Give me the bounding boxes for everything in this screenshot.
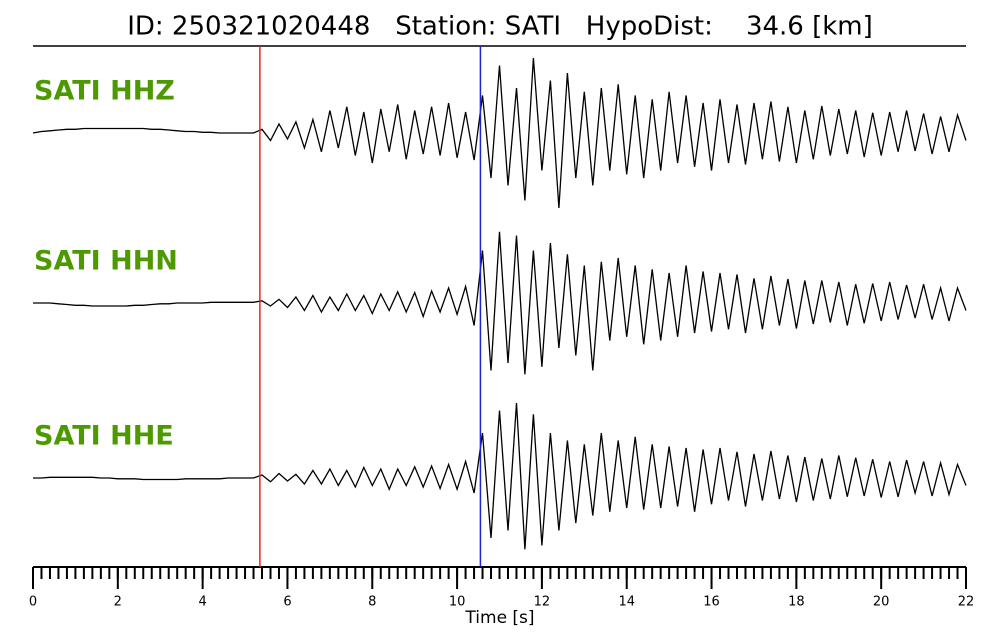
trace-label: SATI HHE — [34, 421, 174, 452]
trace-label: SATI HHZ — [34, 76, 175, 107]
waveform — [33, 231, 967, 375]
x-tick-label: 20 — [873, 595, 890, 610]
x-tick-label: 2 — [114, 595, 122, 610]
x-tick-label: 18 — [788, 595, 805, 610]
trace-label: SATI HHN — [34, 246, 178, 277]
x-tick-label: 10 — [449, 595, 466, 610]
x-tick-label: 8 — [368, 595, 376, 610]
x-tick-label: 16 — [703, 595, 720, 610]
x-tick-label: 14 — [618, 595, 635, 610]
chart-title: ID: 250321020448 Station: SATI HypoDist:… — [127, 12, 873, 42]
x-tick-label: 12 — [534, 595, 551, 610]
x-axis-label: Time [s] — [464, 608, 534, 628]
x-tick-label: 4 — [198, 595, 206, 610]
x-tick-label: 0 — [29, 595, 37, 610]
x-tick-label: 22 — [958, 595, 975, 610]
waveform — [33, 402, 967, 550]
waveform — [32, 57, 967, 209]
x-tick-label: 6 — [283, 595, 291, 610]
